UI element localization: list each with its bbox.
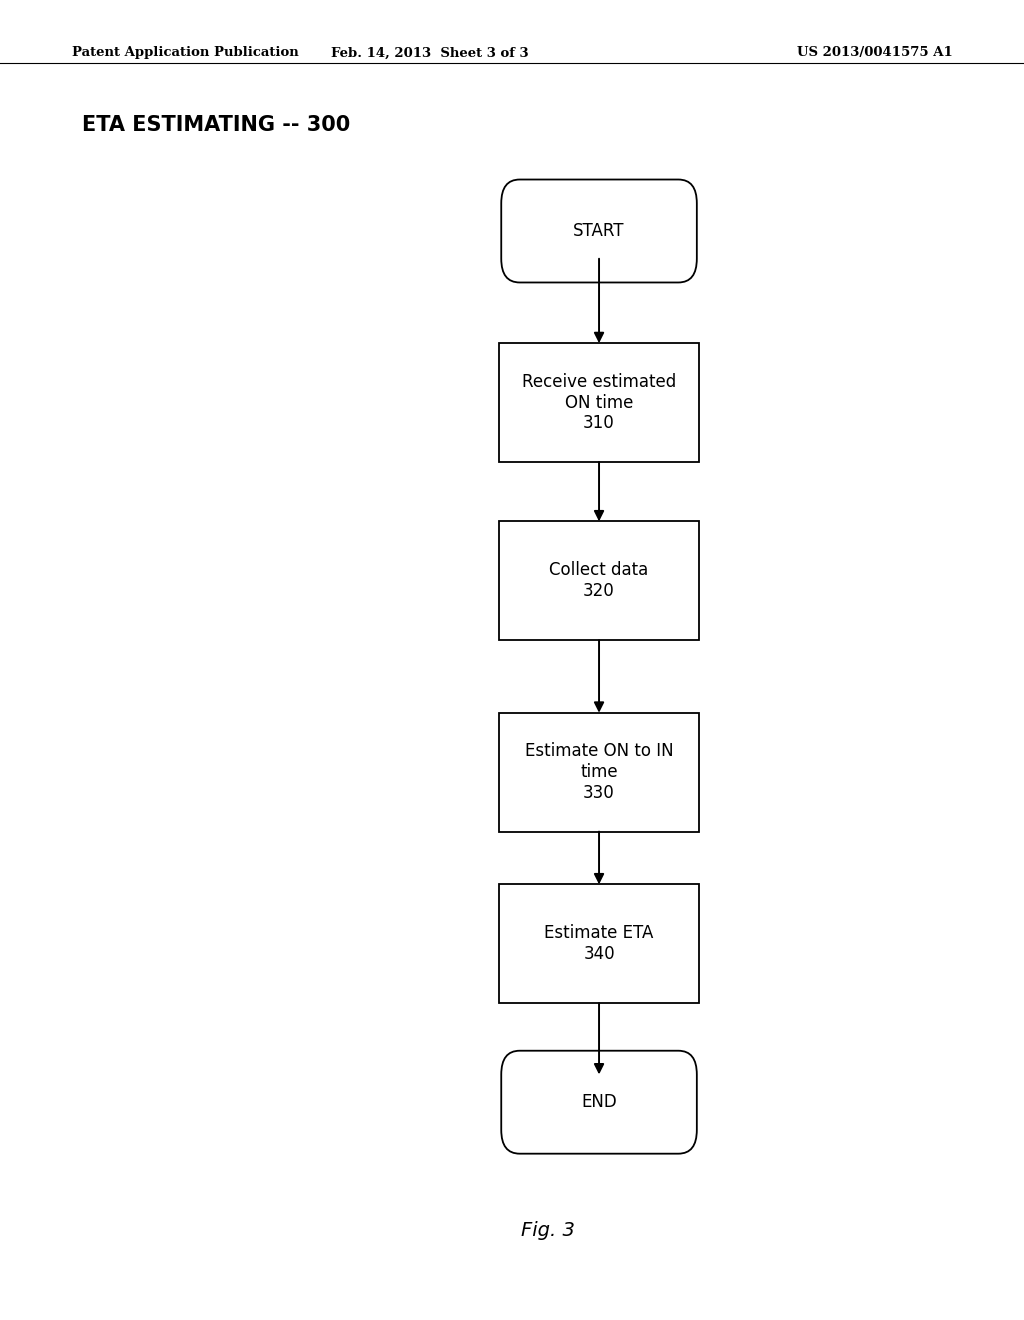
Text: Fig. 3: Fig. 3 xyxy=(521,1221,574,1239)
FancyBboxPatch shape xyxy=(499,343,698,462)
FancyBboxPatch shape xyxy=(501,180,696,282)
FancyBboxPatch shape xyxy=(499,521,698,640)
Text: START: START xyxy=(573,222,625,240)
Text: US 2013/0041575 A1: US 2013/0041575 A1 xyxy=(797,46,952,59)
FancyBboxPatch shape xyxy=(499,884,698,1003)
Text: Patent Application Publication: Patent Application Publication xyxy=(72,46,298,59)
FancyBboxPatch shape xyxy=(499,713,698,832)
Text: Estimate ETA
340: Estimate ETA 340 xyxy=(545,924,653,964)
Text: Feb. 14, 2013  Sheet 3 of 3: Feb. 14, 2013 Sheet 3 of 3 xyxy=(332,46,528,59)
Text: ETA ESTIMATING -- 300: ETA ESTIMATING -- 300 xyxy=(82,115,350,136)
Text: Receive estimated
ON time
310: Receive estimated ON time 310 xyxy=(522,372,676,433)
Text: END: END xyxy=(582,1093,616,1111)
Text: Collect data
320: Collect data 320 xyxy=(550,561,648,601)
FancyBboxPatch shape xyxy=(501,1051,696,1154)
Text: Estimate ON to IN
time
330: Estimate ON to IN time 330 xyxy=(524,742,674,803)
